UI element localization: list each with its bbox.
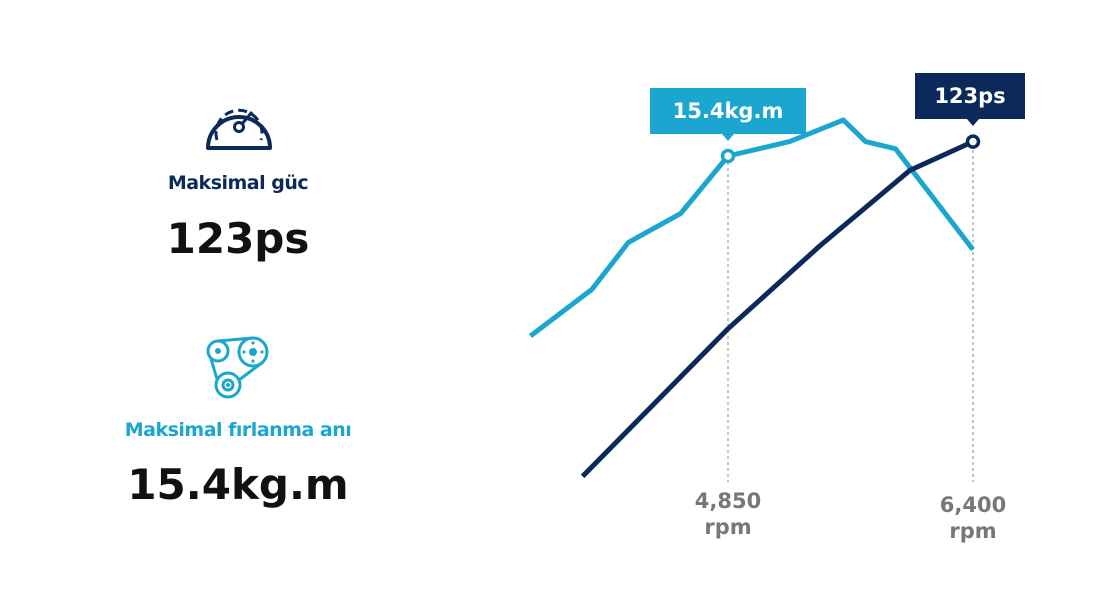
power-value: 123ps: [166, 214, 310, 263]
torque-peak-marker: [720, 148, 736, 164]
speedometer-icon: [206, 108, 272, 150]
power-line: [580, 139, 975, 479]
power-callout-pointer: [967, 119, 979, 126]
torque-value: 15.4kg.m: [127, 460, 349, 509]
x-tick-unit: rpm: [949, 519, 996, 543]
x-tick-label: 6,400: [940, 493, 1006, 517]
power-callout-box: [915, 73, 1025, 119]
power-title: Maksimal güc: [167, 172, 309, 194]
torque-callout-pointer: [722, 134, 734, 141]
power-peak-marker: [965, 134, 981, 149]
torque-line: [528, 117, 975, 338]
torque-callout-label: 15.4kg.m: [673, 99, 784, 123]
x-tick-label: 4,850: [695, 489, 761, 513]
torque-callout-box: [650, 88, 806, 134]
pulley-belt-icon: [206, 336, 269, 399]
x-tick-unit: rpm: [704, 515, 751, 539]
torque-title: Maksimal fırlanma anı: [124, 419, 352, 441]
power-callout-label: 123ps: [934, 84, 1005, 108]
